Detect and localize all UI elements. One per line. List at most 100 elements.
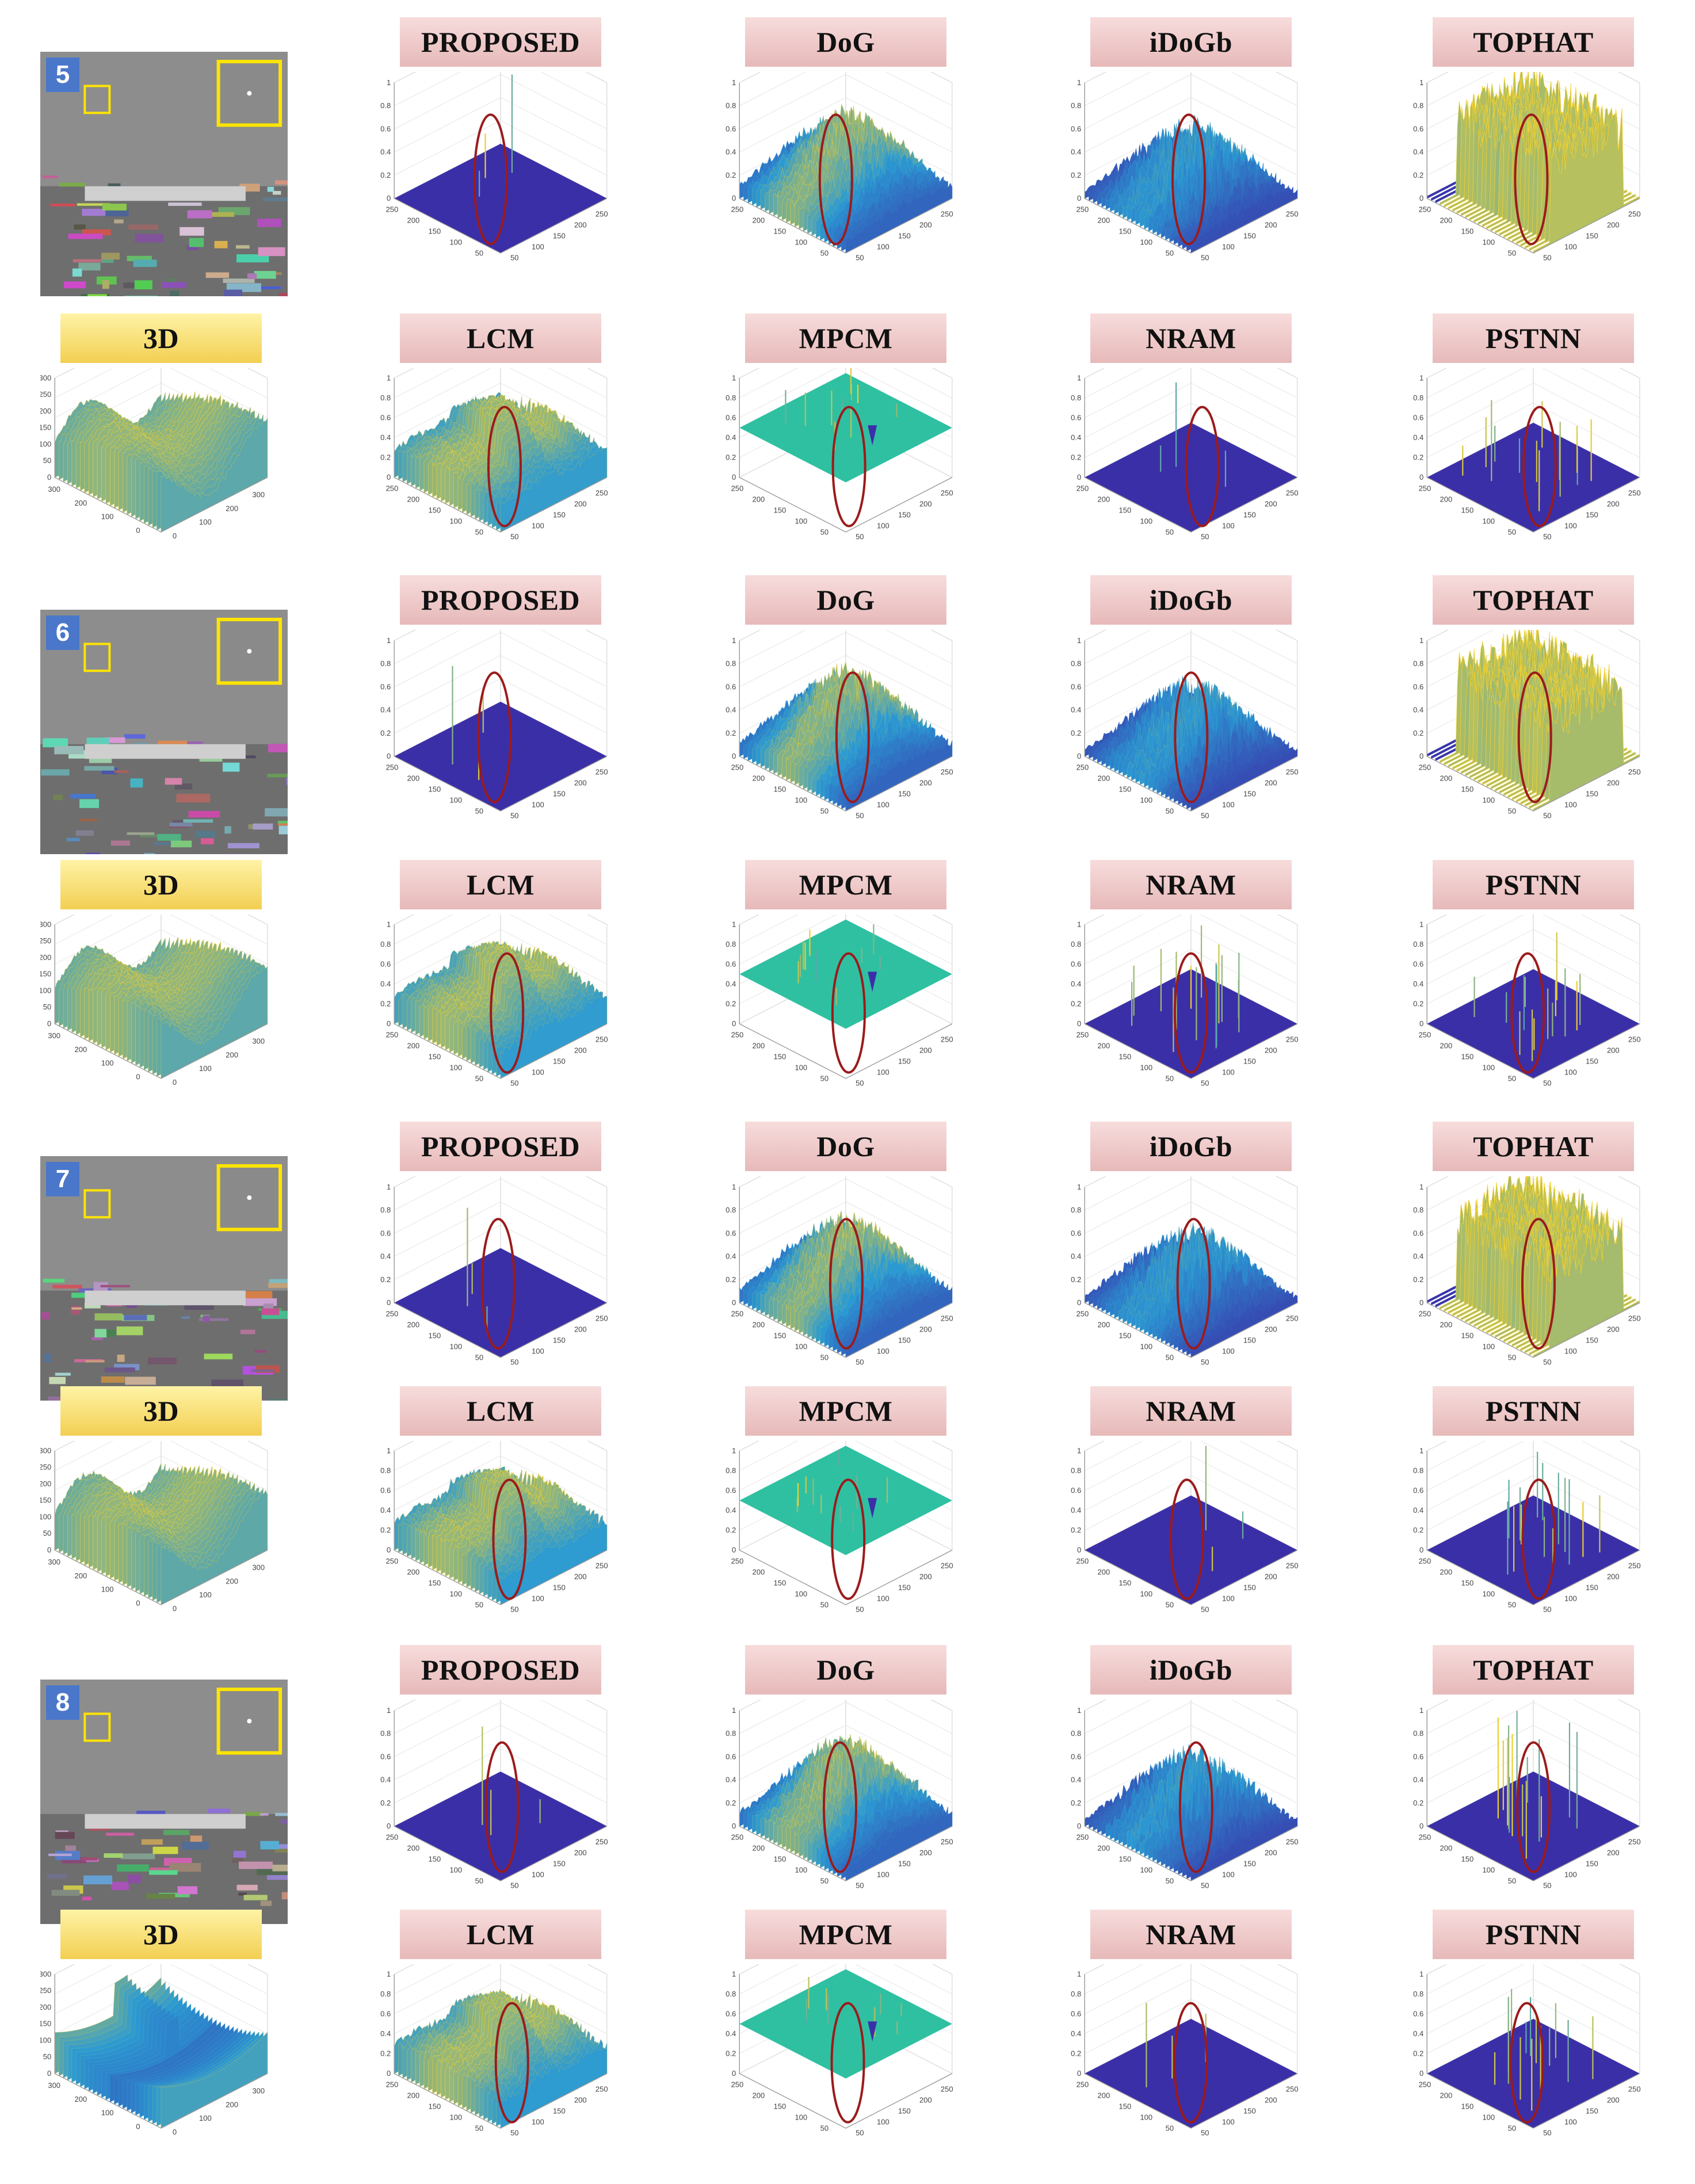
scene-image: 6 [40, 610, 288, 854]
grid-line [500, 678, 608, 734]
z-tick-label: 0.4 [1413, 980, 1423, 988]
z-tick-label: 1 [732, 636, 736, 645]
z-tick-label: 1 [732, 920, 736, 928]
grid-line [500, 1725, 608, 1780]
grid-line [739, 1700, 807, 1734]
y-tick-label: 100 [1140, 238, 1152, 247]
x-tick-label: 0 [173, 1604, 177, 1613]
scene-texture [269, 1279, 288, 1284]
z-tick-label: 0.6 [726, 1229, 736, 1237]
scene-texture [146, 1894, 175, 1899]
z-tick-label: 0.4 [380, 148, 391, 156]
scene-texture [268, 1283, 288, 1288]
grid-line [739, 1178, 846, 1234]
grid-line [54, 368, 114, 399]
grid-line [739, 368, 837, 418]
x-tick-label: 50 [856, 2128, 864, 2137]
surface [1427, 1495, 1640, 1605]
z-tick-label: 0.6 [1071, 1752, 1081, 1761]
grid-line [1190, 632, 1298, 687]
surface-plot-svg: 00.20.40.60.8150100150200250250200150100… [380, 915, 608, 1087]
z-tick-label: 0.6 [1071, 2009, 1081, 2018]
surface-dip [868, 971, 877, 992]
grid-line [1190, 949, 1298, 1004]
z-tick-label: 0 [387, 1298, 391, 1307]
surface-plot: 0 0.2 0.4 0.6 0.8 1 50 100 150 200 250 250 200 150 100… [1412, 1176, 1654, 1392]
z-tick-label: 0.8 [380, 393, 391, 402]
y-tick-label: 100 [449, 1064, 462, 1072]
z-tick-label: 250 [40, 390, 51, 399]
x-tick-label: 150 [1586, 1336, 1598, 1344]
z-tick-label: 0.2 [380, 999, 391, 1008]
scene-texture [87, 294, 107, 296]
x-tick-label: 50 [856, 1078, 864, 1087]
z-tick-label: 100 [40, 986, 51, 995]
x-tick-label: 50 [510, 2128, 518, 2137]
plot-mpcm: MPCM 0 0.2 0.4 0.6 0.8 1 50 100 150 200 250 250 200 15… [725, 1910, 967, 2163]
z-tick-label: 0.6 [726, 1486, 736, 1494]
target-ellipse [492, 1478, 527, 1600]
y-tick-label: 200 [753, 1321, 765, 1329]
scene-texture [214, 240, 228, 248]
z-tick-label: 0.8 [380, 1990, 391, 1998]
scene-texture [128, 1875, 141, 1883]
y-tick-label: 250 [731, 1557, 744, 1566]
grid-line [1084, 1964, 1144, 1995]
y-tick-label: 150 [774, 1053, 787, 1061]
z-tick-label: 1 [1077, 920, 1081, 928]
y-tick-label: 250 [1076, 1833, 1089, 1842]
z-tick-label: 0.4 [380, 706, 391, 714]
y-tick-label: 50 [1166, 2124, 1174, 2133]
surface-plot-svg: 00.20.40.60.8150100150200250250200150100… [380, 368, 608, 541]
grid-line [893, 915, 953, 945]
surface-plot-svg: 00.20.40.60.8150100150200250250200150100… [1071, 630, 1299, 820]
z-tick-label: 0.6 [1071, 1486, 1081, 1494]
plot-tophat: TOPHAT 0 0.2 0.4 0.6 0.8 1 50 100 150 200 250 250 200… [1412, 575, 1654, 846]
z-tick-label: 0.6 [380, 124, 391, 133]
grid-line [500, 74, 608, 129]
z-tick-label: 0.8 [726, 659, 736, 668]
grid-line [394, 655, 501, 710]
scene-texture [82, 209, 109, 216]
x-tick-label: 100 [1222, 800, 1235, 809]
x-tick-label: 200 [919, 1848, 932, 1857]
y-tick-label: 150 [429, 1053, 441, 1061]
y-tick-label: 100 [1482, 1064, 1495, 1072]
target-ellipse [831, 1478, 866, 1600]
z-tick-label: 0.8 [726, 1466, 736, 1475]
z-tick-label: 0.4 [380, 1252, 391, 1261]
y-tick-label: 50 [1166, 1353, 1174, 1362]
z-tick-label: 0.6 [1413, 1229, 1423, 1237]
x-tick-label: 250 [1628, 1561, 1641, 1570]
z-tick-label: 50 [43, 1529, 51, 1537]
x-tick-label: 100 [199, 518, 212, 526]
surface-plot: 0 0.2 0.4 0.6 0.8 1 50 100 150 200 250 250 200 150 100… [725, 368, 967, 567]
scene-texture [238, 1861, 273, 1869]
scene-texture [42, 175, 58, 179]
surface-plot-svg: 00.20.40.60.8150100150200250250200150100… [380, 72, 608, 262]
z-tick-label: 1 [1077, 1969, 1081, 1978]
grid-line [394, 1964, 492, 2014]
scene-texture [79, 799, 100, 808]
scene-texture [74, 224, 86, 230]
scene-texture [117, 1355, 125, 1362]
grid-line [540, 1700, 608, 1734]
grid-line [1426, 1441, 1486, 1471]
x-tick-label: 50 [510, 811, 518, 820]
scene-texture [232, 1857, 243, 1863]
surface-plot: 0 0.2 0.4 0.6 0.8 1 50 100 150 200 250 250 200 150 100… [1412, 1700, 1654, 1915]
x-tick-label: 50 [1543, 1605, 1551, 1613]
method-label: NRAM [1090, 1910, 1292, 1959]
y-tick-label: 100 [1140, 517, 1152, 526]
plot-pstnn: PSTNN 0 0.2 0.4 0.6 0.8 1 50 100 150 200 250 250 200 1… [1412, 860, 1654, 1113]
surface-dip [868, 2021, 877, 2042]
surface-plot-svg: 00.20.40.60.8150100150200250250200150100… [726, 915, 953, 1087]
scene-texture [94, 1329, 107, 1338]
scene-texture [78, 262, 101, 271]
y-tick-label: 250 [386, 1833, 399, 1842]
z-tick-label: 1 [1419, 920, 1423, 928]
grid-line [739, 1202, 846, 1257]
z-tick-label: 0.4 [726, 1252, 736, 1261]
z-tick-label: 1 [732, 1706, 736, 1715]
